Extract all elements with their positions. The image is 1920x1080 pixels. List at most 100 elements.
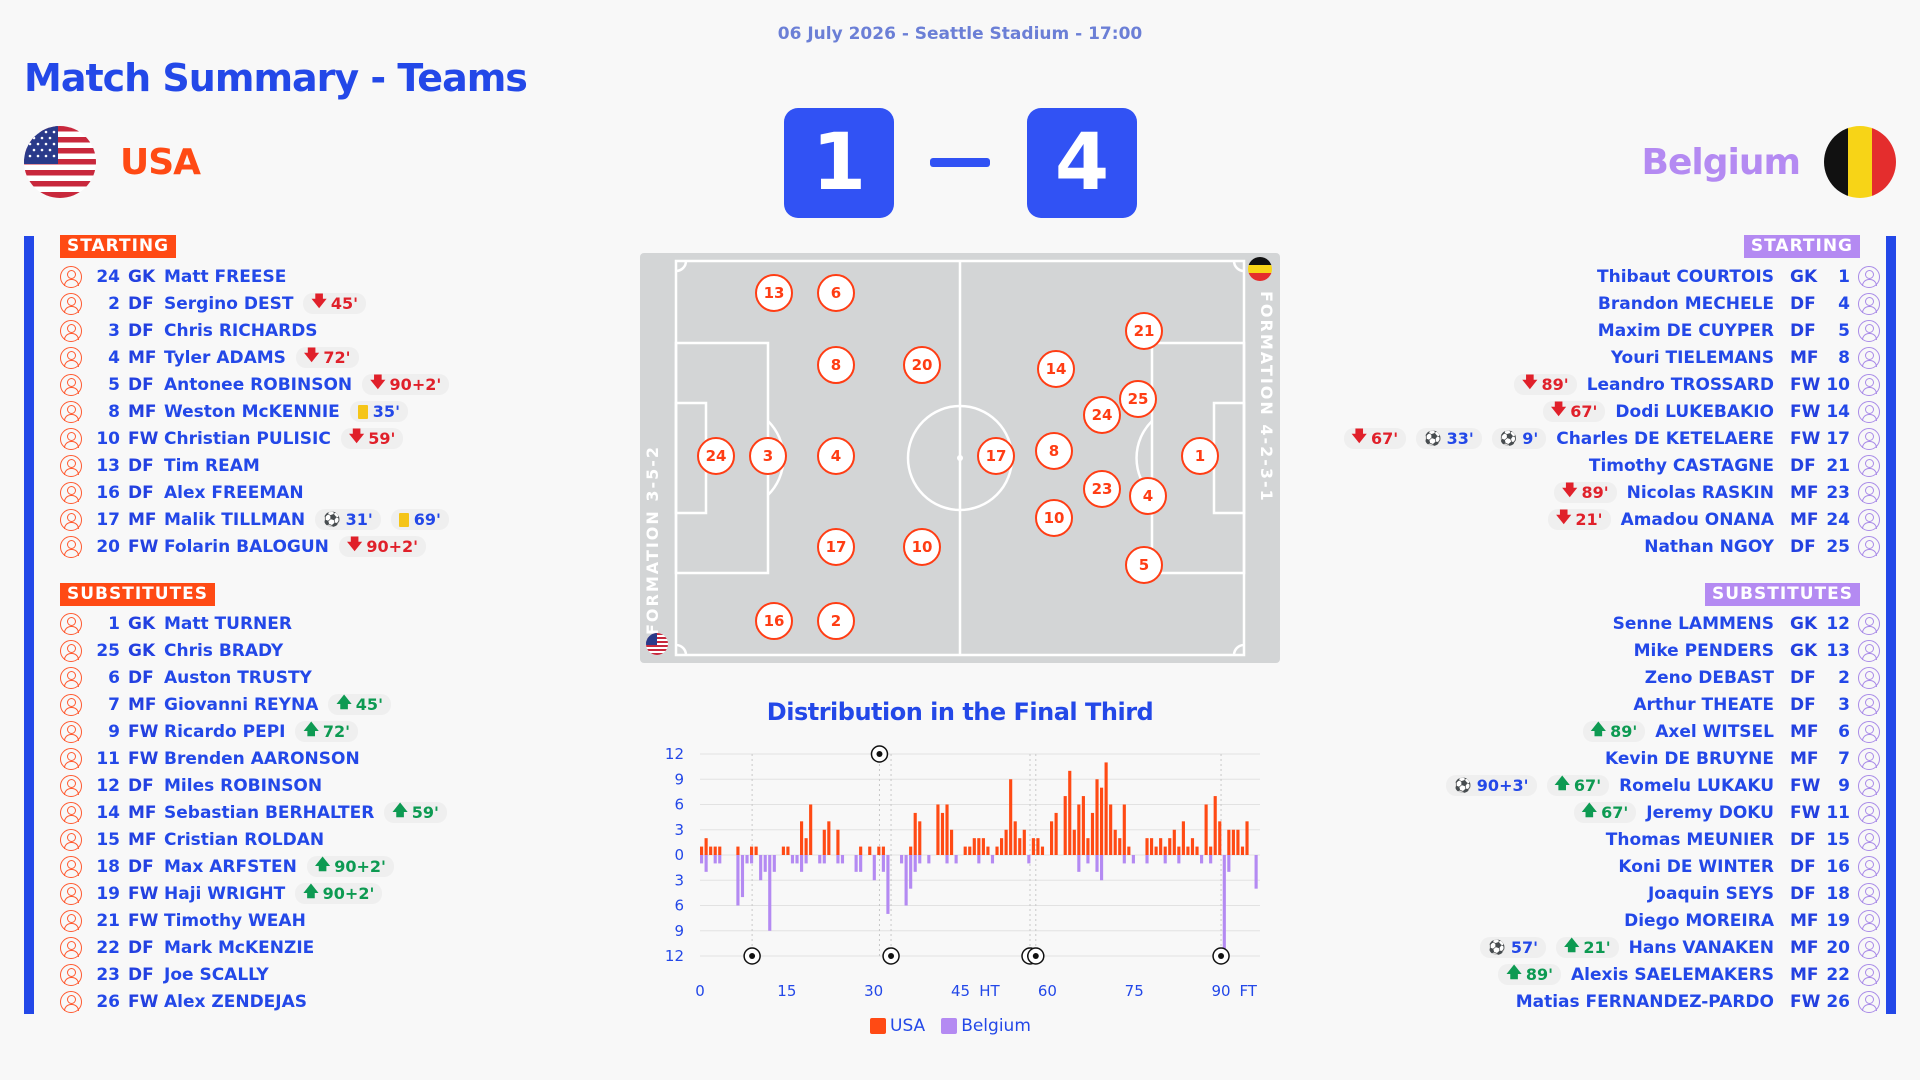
home-pitch-player[interactable]: 24 xyxy=(697,437,735,475)
home-pitch-player[interactable]: 2 xyxy=(817,602,855,640)
player-row[interactable]: 24 GK Matt FREESE xyxy=(60,263,449,290)
player-row[interactable]: 21 FW Timothy WEAH xyxy=(60,907,447,934)
home-pitch-player[interactable]: 3 xyxy=(749,437,787,475)
player-row[interactable]: Kevin DE BRUYNE MF 7 xyxy=(1446,745,1880,772)
player-row[interactable]: Thomas MEUNIER DF 15 xyxy=(1446,826,1880,853)
player-row[interactable]: 14 MF Sebastian BERHALTER 🡅 59' xyxy=(60,799,447,826)
player-row[interactable]: Youri TIELEMANS MF 8 xyxy=(1344,344,1880,371)
sub-out-arrow-icon: 🡇 xyxy=(1550,400,1567,418)
player-number: 20 xyxy=(96,536,120,557)
player-row[interactable]: 15 MF Cristian ROLDAN xyxy=(60,826,447,853)
usa-bar xyxy=(1113,829,1117,855)
player-row[interactable]: Koni DE WINTER DF 16 xyxy=(1446,853,1880,880)
home-pitch-player[interactable]: 8 xyxy=(817,346,855,384)
player-row[interactable]: 19 FW Haji WRIGHT 🡅 90+2' xyxy=(60,880,447,907)
home-pitch-player[interactable]: 20 xyxy=(903,346,941,384)
away-pitch-player[interactable]: 17 xyxy=(977,437,1015,475)
player-row[interactable]: 23 DF Joe SCALLY xyxy=(60,961,447,988)
player-row[interactable]: 13 DF Tim REAM xyxy=(60,452,449,479)
belgium-bar xyxy=(804,855,808,864)
player-row[interactable]: Zeno DEBAST DF 2 xyxy=(1446,664,1880,691)
player-row[interactable]: 🡇 89' Leandro TROSSARD FW 10 xyxy=(1344,371,1880,398)
away-pitch-player[interactable]: 8 xyxy=(1035,432,1073,470)
player-position: MF xyxy=(128,347,157,368)
player-number: 14 xyxy=(1826,401,1850,422)
person-icon xyxy=(60,936,82,959)
y-tick-label: 12 xyxy=(665,947,684,965)
sub-out-arrow-icon: 🡇 xyxy=(1351,427,1367,445)
player-row[interactable]: 🡅 89' Alexis SAELEMAKERS MF 22 xyxy=(1446,961,1880,988)
home-pitch-player[interactable]: 10 xyxy=(903,528,941,566)
player-row[interactable]: 20 FW Folarin BALOGUN 🡇 90+2' xyxy=(60,533,449,560)
player-row[interactable]: Matias FERNANDEZ-PARDO FW 26 xyxy=(1446,988,1880,1015)
player-row[interactable]: Maxim DE CUYPER DF 5 xyxy=(1344,317,1880,344)
event-minute: 59' xyxy=(411,803,439,822)
player-row[interactable]: 5 DF Antonee ROBINSON 🡇 90+2' xyxy=(60,371,450,398)
player-row[interactable]: 1 GK Matt TURNER xyxy=(60,610,447,637)
player-row[interactable]: 🡅 67' Jeremy DOKU FW 11 xyxy=(1446,799,1880,826)
player-row[interactable]: 12 DF Miles ROBINSON xyxy=(60,772,447,799)
away-pitch-player[interactable]: 25 xyxy=(1119,380,1157,418)
player-row[interactable]: Brandon MECHELE DF 4 xyxy=(1344,290,1880,317)
player-row[interactable]: 18 DF Max ARFSTEN 🡅 90+2' xyxy=(60,853,447,880)
player-name: Romelu LUKAKU xyxy=(1619,775,1774,796)
person-icon xyxy=(1858,454,1880,477)
event-badge-yellow: 35' xyxy=(349,401,408,422)
belgium-bar xyxy=(909,855,913,889)
player-number: 3 xyxy=(1838,694,1850,715)
person-icon xyxy=(60,990,82,1013)
player-row[interactable]: Thibaut COURTOIS GK 1 xyxy=(1344,263,1880,290)
player-row[interactable]: 🡇 67' ⚽ 33' ⚽ 9' Charles DE KETELAERE FW 17 xyxy=(1343,425,1880,452)
home-pitch-player[interactable]: 6 xyxy=(817,274,855,312)
usa-bar xyxy=(1031,838,1035,855)
player-position: MF xyxy=(128,509,157,530)
player-row[interactable]: Senne LAMMENS GK 12 xyxy=(1446,610,1880,637)
player-row[interactable]: Diego MOREIRA MF 19 xyxy=(1446,907,1880,934)
chart-title: Distribution in the Final Third xyxy=(766,698,1154,726)
usa-bar xyxy=(718,846,722,855)
player-row[interactable]: 9 FW Ricardo PEPI 🡅 72' xyxy=(60,718,447,745)
player-row[interactable]: Joaquin SEYS DF 18 xyxy=(1446,880,1880,907)
player-row[interactable]: 7 MF Giovanni REYNA 🡅 45' xyxy=(60,691,447,718)
player-row[interactable]: 25 GK Chris BRADY xyxy=(60,637,447,664)
away-pitch-player[interactable]: 23 xyxy=(1083,470,1121,508)
usa-bar xyxy=(736,846,740,855)
away-pitch-player[interactable]: 21 xyxy=(1125,312,1163,350)
player-row[interactable]: 2 DF Sergino DEST 🡇 45' xyxy=(60,290,449,317)
player-row[interactable]: 26 FW Alex ZENDEJAS xyxy=(60,988,447,1015)
event-minute: 57' xyxy=(1510,938,1538,957)
player-row[interactable]: 🡇 89' Nicolas RASKIN MF 23 xyxy=(1344,479,1880,506)
player-row[interactable]: Mike PENDERS GK 13 xyxy=(1446,637,1880,664)
player-row[interactable]: 🡅 89' Axel WITSEL MF 6 xyxy=(1446,718,1880,745)
event-badge-in: 🡅 59' xyxy=(384,801,447,823)
away-pitch-player[interactable]: 1 xyxy=(1181,437,1219,475)
home-pitch-player[interactable]: 13 xyxy=(755,274,793,312)
player-row[interactable]: ⚽ 90+3' 🡅 67' Romelu LUKAKU FW 9 xyxy=(1446,772,1880,799)
player-row[interactable]: 8 MF Weston McKENNIE 35' xyxy=(60,398,449,425)
player-row[interactable]: Arthur THEATE DF 3 xyxy=(1446,691,1880,718)
player-row[interactable]: 22 DF Mark McKENZIE xyxy=(60,934,447,961)
belgium-bar xyxy=(886,855,890,914)
away-pitch-player[interactable]: 10 xyxy=(1035,499,1073,537)
player-row[interactable]: Timothy CASTAGNE DF 21 xyxy=(1344,452,1880,479)
away-pitch-player[interactable]: 4 xyxy=(1129,477,1167,515)
player-row[interactable]: 10 FW Christian PULISIC 🡇 59' xyxy=(60,425,449,452)
player-name: Alex FREEMAN xyxy=(164,482,304,503)
player-row[interactable]: 6 DF Auston TRUSTY xyxy=(60,664,447,691)
away-pitch-player[interactable]: 5 xyxy=(1125,546,1163,584)
home-pitch-player[interactable]: 16 xyxy=(755,602,793,640)
player-row[interactable]: ⚽ 57' 🡅 21' Hans VANAKEN MF 20 xyxy=(1446,934,1880,961)
home-pitch-player[interactable]: 4 xyxy=(817,437,855,475)
player-row[interactable]: 3 DF Chris RICHARDS xyxy=(60,317,449,344)
player-row[interactable]: 🡇 67' Dodi LUKEBAKIO FW 14 xyxy=(1344,398,1880,425)
player-row[interactable]: 17 MF Malik TILLMAN ⚽ 31' 69' xyxy=(60,506,449,533)
home-pitch-player[interactable]: 17 xyxy=(817,528,855,566)
player-row[interactable]: 🡇 21' Amadou ONANA MF 24 xyxy=(1344,506,1880,533)
away-pitch-player[interactable]: 14 xyxy=(1037,350,1075,388)
player-row[interactable]: 11 FW Brenden AARONSON xyxy=(60,745,447,772)
player-row[interactable]: Nathan NGOY DF 25 xyxy=(1344,533,1880,560)
player-row[interactable]: 16 DF Alex FREEMAN xyxy=(60,479,449,506)
away-pitch-player[interactable]: 24 xyxy=(1083,396,1121,434)
usa-bar xyxy=(1068,770,1072,855)
player-row[interactable]: 4 MF Tyler ADAMS 🡇 72' xyxy=(60,344,449,371)
